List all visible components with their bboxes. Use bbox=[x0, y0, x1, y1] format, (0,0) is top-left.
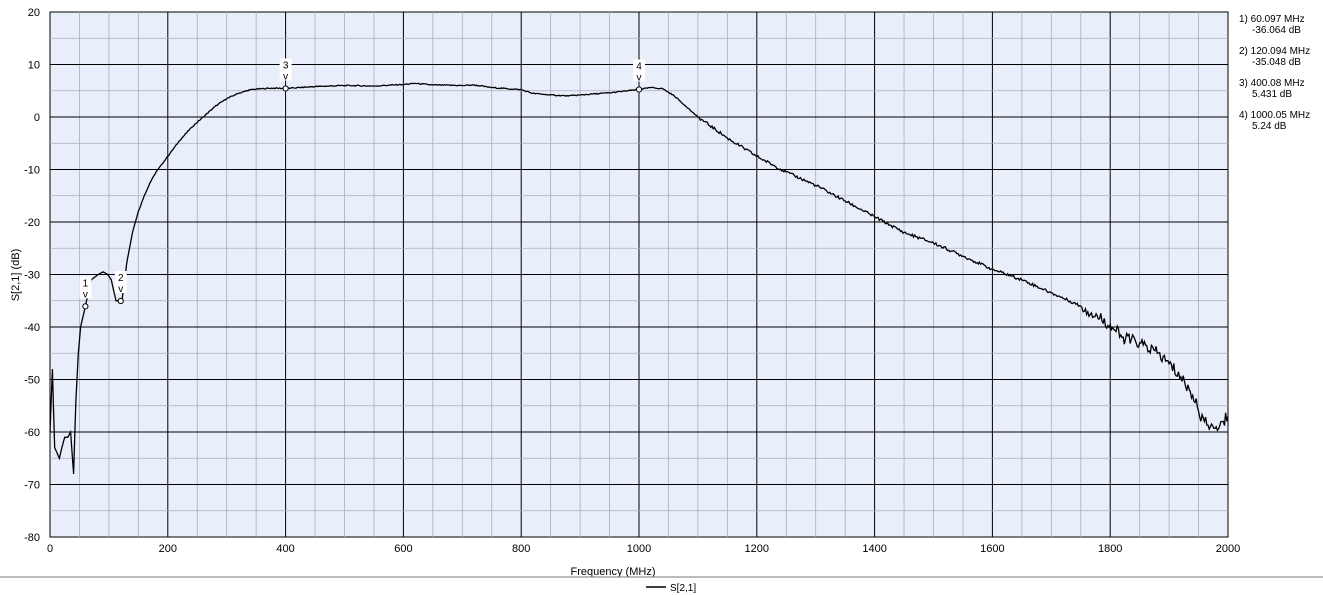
y-tick-label: 0 bbox=[34, 112, 40, 124]
marker-symbol-4: v bbox=[637, 72, 642, 83]
y-tick-label: -70 bbox=[24, 480, 40, 492]
x-axis-label: Frequency (MHz) bbox=[571, 566, 656, 578]
marker-symbol-2: v bbox=[118, 284, 123, 295]
y-tick-label: -20 bbox=[24, 217, 40, 229]
x-tick-label: 1000 bbox=[627, 543, 651, 555]
y-tick-label: -80 bbox=[24, 532, 40, 544]
y-axis-label: S[2,1] (dB) bbox=[10, 249, 22, 302]
marker-readout-freq-4: 4) 1000.05 MHz bbox=[1239, 110, 1310, 121]
marker-label-bg-2 bbox=[114, 271, 127, 294]
x-tick-labels: 0 200 400 600 800 1000 1200 1400 1600 1800 2000 bbox=[47, 543, 1240, 555]
x-tick-label: 1800 bbox=[1098, 543, 1122, 555]
marker-readout-value-2: -35.048 dB bbox=[1252, 57, 1301, 68]
marker-readout-value-4: 5.24 dB bbox=[1252, 121, 1287, 132]
marker-readout-value-1: -36.064 dB bbox=[1252, 25, 1301, 36]
y-tick-labels: 20 10 0 -10 -20 -30 -40 -50 -60 -70 -80 bbox=[24, 7, 40, 544]
marker-label-1: 1 bbox=[83, 278, 89, 289]
y-tick-label: -50 bbox=[24, 375, 40, 387]
marker-readout-freq-1: 1) 60.097 MHz bbox=[1239, 14, 1305, 25]
x-tick-label: 200 bbox=[159, 543, 177, 555]
marker-label-bg-3 bbox=[279, 58, 292, 81]
x-tick-label: 1400 bbox=[862, 543, 886, 555]
grid bbox=[50, 12, 1228, 537]
marker-point-2 bbox=[117, 297, 124, 305]
marker-point-4 bbox=[635, 86, 643, 93]
x-tick-label: 2000 bbox=[1216, 543, 1240, 555]
x-tick-label: 800 bbox=[512, 543, 530, 555]
marker-readouts: 1) 60.097 MHz-36.064 dB 2) 120.094 MHz-35… bbox=[1239, 14, 1310, 132]
marker-point-3 bbox=[282, 85, 289, 92]
marker-point-1 bbox=[82, 303, 89, 310]
marker-label-4: 4 bbox=[636, 61, 642, 72]
marker-label-3: 3 bbox=[283, 60, 289, 71]
y-tick-label: -10 bbox=[24, 165, 40, 177]
y-tick-label: 10 bbox=[28, 60, 40, 72]
marker-label-bg-4 bbox=[633, 59, 646, 82]
y-tick-label: 20 bbox=[28, 7, 40, 19]
marker-readout-freq-2: 2) 120.094 MHz bbox=[1239, 46, 1310, 57]
legend-label: S[2,1] bbox=[670, 583, 696, 594]
marker-readout-value-3: 5.431 dB bbox=[1252, 89, 1292, 100]
x-tick-label: 0 bbox=[47, 543, 53, 555]
x-tick-label: 1200 bbox=[745, 543, 769, 555]
y-tick-label: -60 bbox=[24, 427, 40, 439]
marker-readout-freq-3: 3) 400.08 MHz bbox=[1239, 78, 1305, 89]
x-tick-label: 400 bbox=[276, 543, 294, 555]
y-tick-label: -30 bbox=[24, 270, 40, 282]
x-tick-label: 1600 bbox=[980, 543, 1004, 555]
marker-label-2: 2 bbox=[118, 273, 124, 284]
marker-symbol-1: v bbox=[83, 289, 88, 300]
marker-label-bg-1 bbox=[79, 276, 92, 299]
y-tick-label: -40 bbox=[24, 322, 40, 334]
x-tick-label: 600 bbox=[394, 543, 412, 555]
marker-symbol-3: v bbox=[283, 71, 288, 82]
